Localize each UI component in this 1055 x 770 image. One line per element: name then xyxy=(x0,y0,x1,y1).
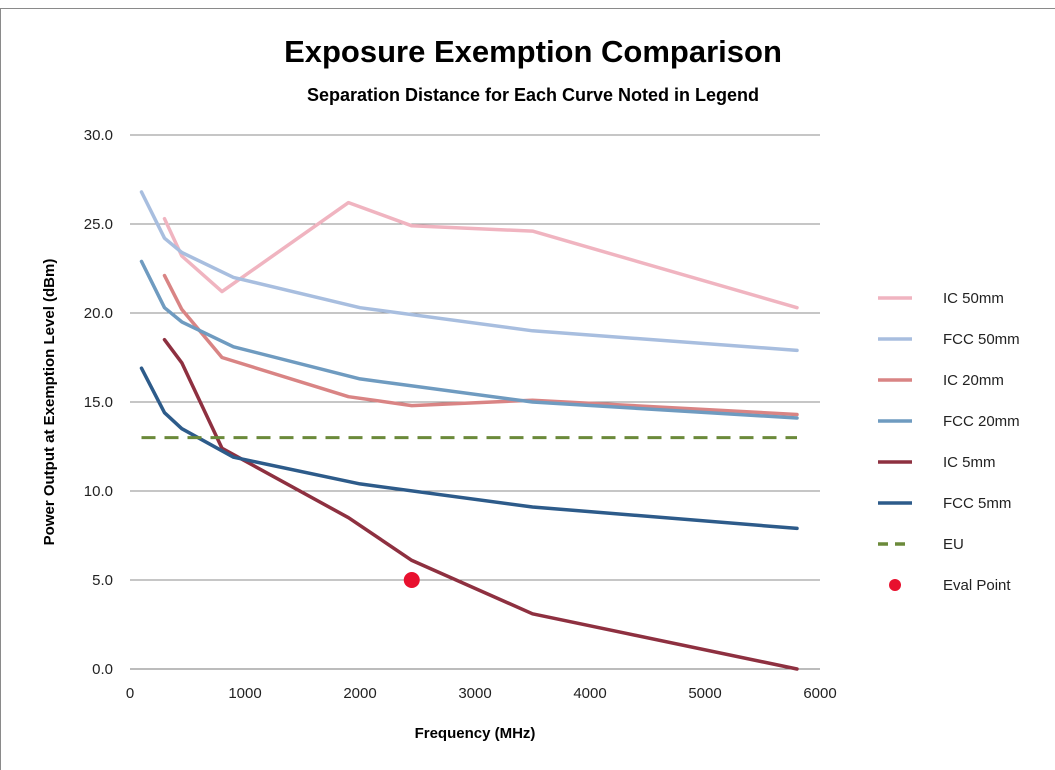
y-tick-label: 20.0 xyxy=(84,305,113,322)
y-tick-label: 10.0 xyxy=(84,483,113,500)
y-tick-label: 30.0 xyxy=(84,127,113,144)
y-tick-label: 0.0 xyxy=(92,661,113,678)
x-tick-label: 0 xyxy=(126,685,134,702)
y-axis-label: Power Output at Exemption Level (dBm) xyxy=(41,259,58,546)
series-fcc-50mm-line xyxy=(139,190,799,353)
x-tick-label: 6000 xyxy=(803,685,836,702)
x-tick-label: 4000 xyxy=(573,685,606,702)
series-ic-50mm-line xyxy=(162,200,799,310)
y-axis-ticks: 0.0 5.0 10.0 15.0 20.0 25.0 30.0 xyxy=(84,127,113,678)
legend-label-fcc-20mm: FCC 20mm xyxy=(943,413,1020,430)
x-tick-label: 5000 xyxy=(688,685,721,702)
legend-label-fcc-5mm: FCC 5mm xyxy=(943,495,1011,512)
x-tick-label: 1000 xyxy=(228,685,261,702)
chart-frame xyxy=(0,8,1055,770)
series-layer xyxy=(139,190,799,671)
x-axis-label: Frequency (MHz) xyxy=(415,725,536,742)
legend-label-eval-point: Eval Point xyxy=(943,577,1011,594)
legend-label-ic-5mm: IC 5mm xyxy=(943,454,996,471)
series-fcc-5mm-line xyxy=(139,366,799,531)
x-axis-ticks: 0 1000 2000 3000 4000 5000 6000 xyxy=(126,685,837,702)
legend-label-ic-20mm: IC 20mm xyxy=(943,372,1004,389)
series-ic-5mm-line xyxy=(162,337,799,671)
series-eval-point-point xyxy=(403,572,420,588)
series-ic-20mm-line xyxy=(162,273,799,417)
series-fcc-20mm-line xyxy=(139,259,799,420)
x-tick-label: 2000 xyxy=(343,685,376,702)
legend-swatch-eval-point xyxy=(889,579,901,591)
y-tick-label: 5.0 xyxy=(92,572,113,589)
x-tick-label: 3000 xyxy=(458,685,491,702)
legend-label-eu: EU xyxy=(943,536,964,553)
legend-label-ic-50mm: IC 50mm xyxy=(943,290,1004,307)
legend: IC 50mm FCC 50mm IC 20mm FCC 20mm IC 5mm FCC … xyxy=(878,290,1020,594)
chart-subtitle: Separation Distance for Each Curve Noted… xyxy=(307,85,759,105)
legend-label-fcc-50mm: FCC 50mm xyxy=(943,331,1020,348)
chart-title: Exposure Exemption Comparison xyxy=(284,34,782,69)
y-tick-label: 25.0 xyxy=(84,216,113,233)
y-tick-label: 15.0 xyxy=(84,394,113,411)
